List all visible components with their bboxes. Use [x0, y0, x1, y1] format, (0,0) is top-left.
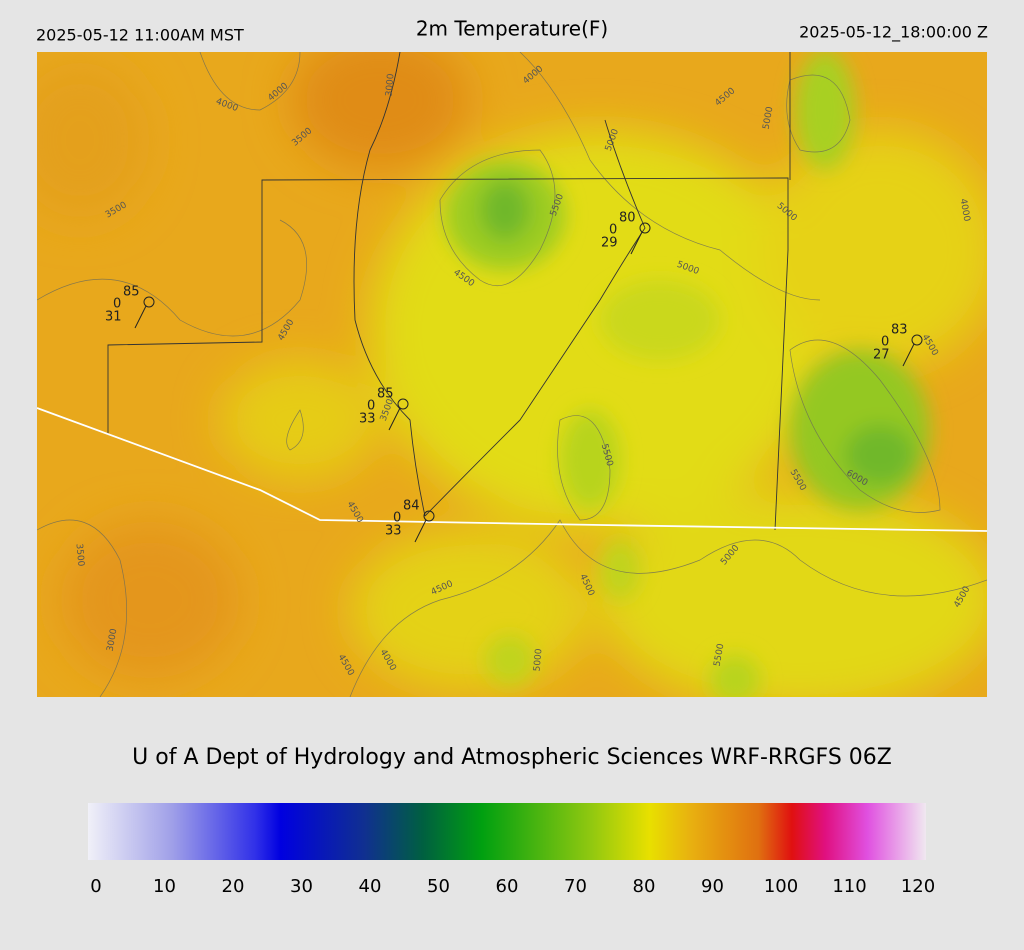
station-marker — [143, 296, 155, 308]
station-dewpoint: 31 — [105, 310, 122, 325]
station-temperature: 85 — [123, 285, 140, 300]
station-marker — [423, 510, 435, 522]
colorbar-tick-label: 100 — [764, 876, 798, 897]
station-dewpoint: 33 — [385, 524, 402, 539]
colorbar-tick-label: 60 — [496, 876, 519, 897]
colorbar-tick-label: 0 — [90, 876, 101, 897]
station-dewpoint: 33 — [359, 412, 376, 427]
station-wind: 0 — [367, 399, 375, 414]
wind-barb — [388, 407, 401, 431]
station-marker — [397, 398, 409, 410]
wind-barb — [414, 519, 427, 543]
station-wind: 0 — [881, 335, 889, 350]
colorbar-tick-label: 120 — [901, 876, 935, 897]
wind-barb — [630, 231, 643, 255]
contour-label: 4000 — [958, 198, 972, 223]
contour-label: 5000 — [533, 648, 545, 672]
colorbar-tick-label: 70 — [564, 876, 587, 897]
valid-time: 2025-05-12_18:00:00 Z — [799, 23, 988, 43]
station-wind: 0 — [113, 297, 121, 312]
colorbar-tick-label: 80 — [633, 876, 656, 897]
colorbar-tick-label: 50 — [427, 876, 450, 897]
station-temperature: 83 — [891, 323, 908, 338]
colorbar-tick-label: 20 — [222, 876, 245, 897]
station-wind: 0 — [393, 511, 401, 526]
colorbar-tick-label: 10 — [153, 876, 176, 897]
colorbar-tick-label: 30 — [290, 876, 313, 897]
station-temperature: 85 — [377, 387, 394, 402]
station-temperature: 84 — [403, 499, 420, 514]
station-dewpoint: 27 — [873, 348, 890, 363]
colorbar-tick-label: 90 — [701, 876, 724, 897]
credit: U of A Dept of Hydrology and Atmospheric… — [132, 745, 892, 770]
colorbar-tick-label: 40 — [359, 876, 382, 897]
wind-barb — [902, 343, 915, 367]
station-marker — [911, 334, 923, 346]
contour-label: 5000 — [762, 106, 776, 131]
colorbar-tick-label: 110 — [832, 876, 866, 897]
contour-label: 3000 — [385, 73, 397, 97]
colorbar — [88, 803, 926, 860]
map-title: 2m Temperature(F) — [416, 17, 608, 41]
local-time: 2025-05-12 11:00AM MST — [36, 26, 244, 45]
contour-label: 3000 — [106, 628, 120, 653]
contour-label: 5500 — [713, 643, 727, 668]
station-marker — [639, 222, 651, 234]
wind-barb — [134, 305, 147, 329]
station-temperature: 80 — [619, 211, 636, 226]
station-dewpoint: 29 — [601, 236, 618, 251]
station-wind: 0 — [609, 223, 617, 238]
contour-label: 3500 — [74, 543, 86, 567]
